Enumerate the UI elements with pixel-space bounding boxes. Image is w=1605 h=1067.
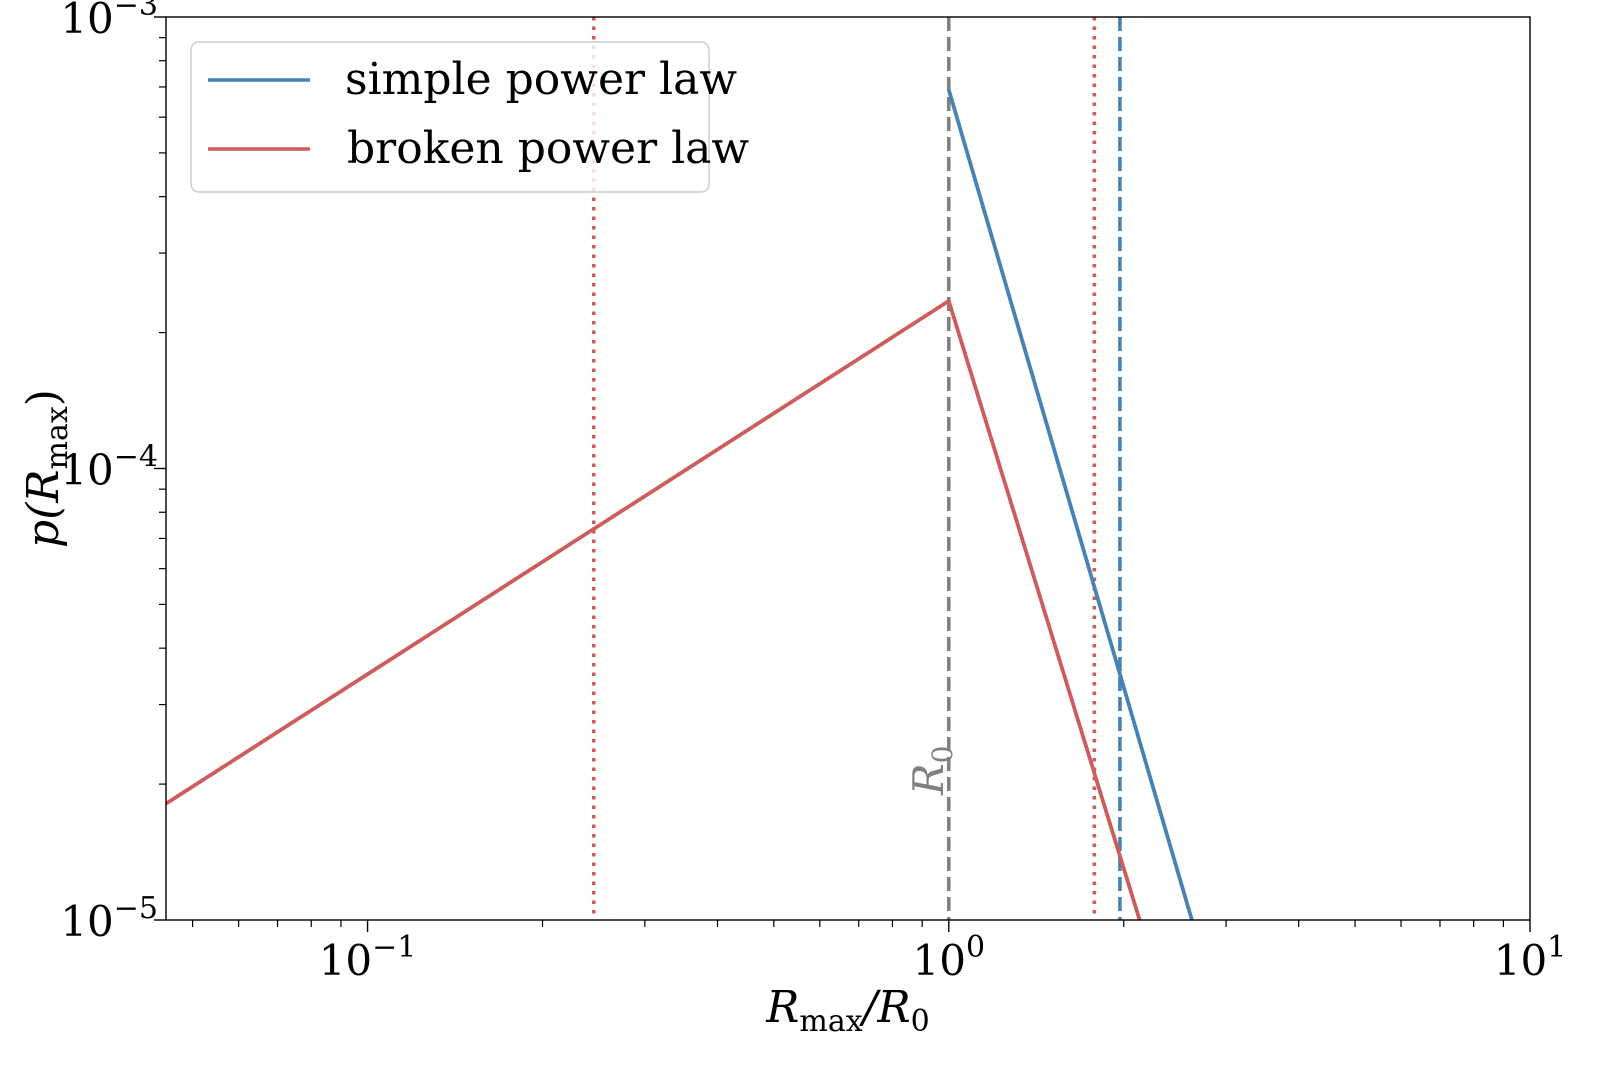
major-ticks: [154, 16, 1531, 932]
legend-box: [190, 41, 710, 193]
plot-area: [166, 17, 1194, 920]
x-tick-label: 10−1: [319, 930, 417, 985]
series-line-broken-power-law: [166, 299, 1142, 920]
legend-label-simple-power-law: simple power law: [345, 54, 737, 105]
legend-label-broken-power-law: broken power law: [347, 123, 749, 174]
y-axis-label-group: p(Rmax): [18, 389, 75, 548]
x-tick-label: 101: [1494, 930, 1567, 985]
y-tick-label: 10−3: [60, 0, 158, 43]
y-axis-label: p(Rmax): [18, 389, 75, 548]
x-tick-label: 100: [913, 930, 986, 985]
series-line-simple-power-law: [946, 89, 1194, 920]
tick-labels: 10−1 100 101 10−5 10−4 10−3: [60, 0, 1566, 985]
r0-vline-label: R0: [904, 746, 959, 796]
y-tick-label: 10−5: [60, 891, 158, 946]
legend: simple power law broken power law: [190, 41, 749, 193]
y-tick-label: 10−4: [60, 440, 158, 495]
x-axis-label: Rmax/R0: [765, 982, 929, 1039]
minor-ticks: [159, 37, 1505, 927]
r0-label-group: R0: [904, 746, 959, 796]
plot-content: [166, 17, 1194, 920]
